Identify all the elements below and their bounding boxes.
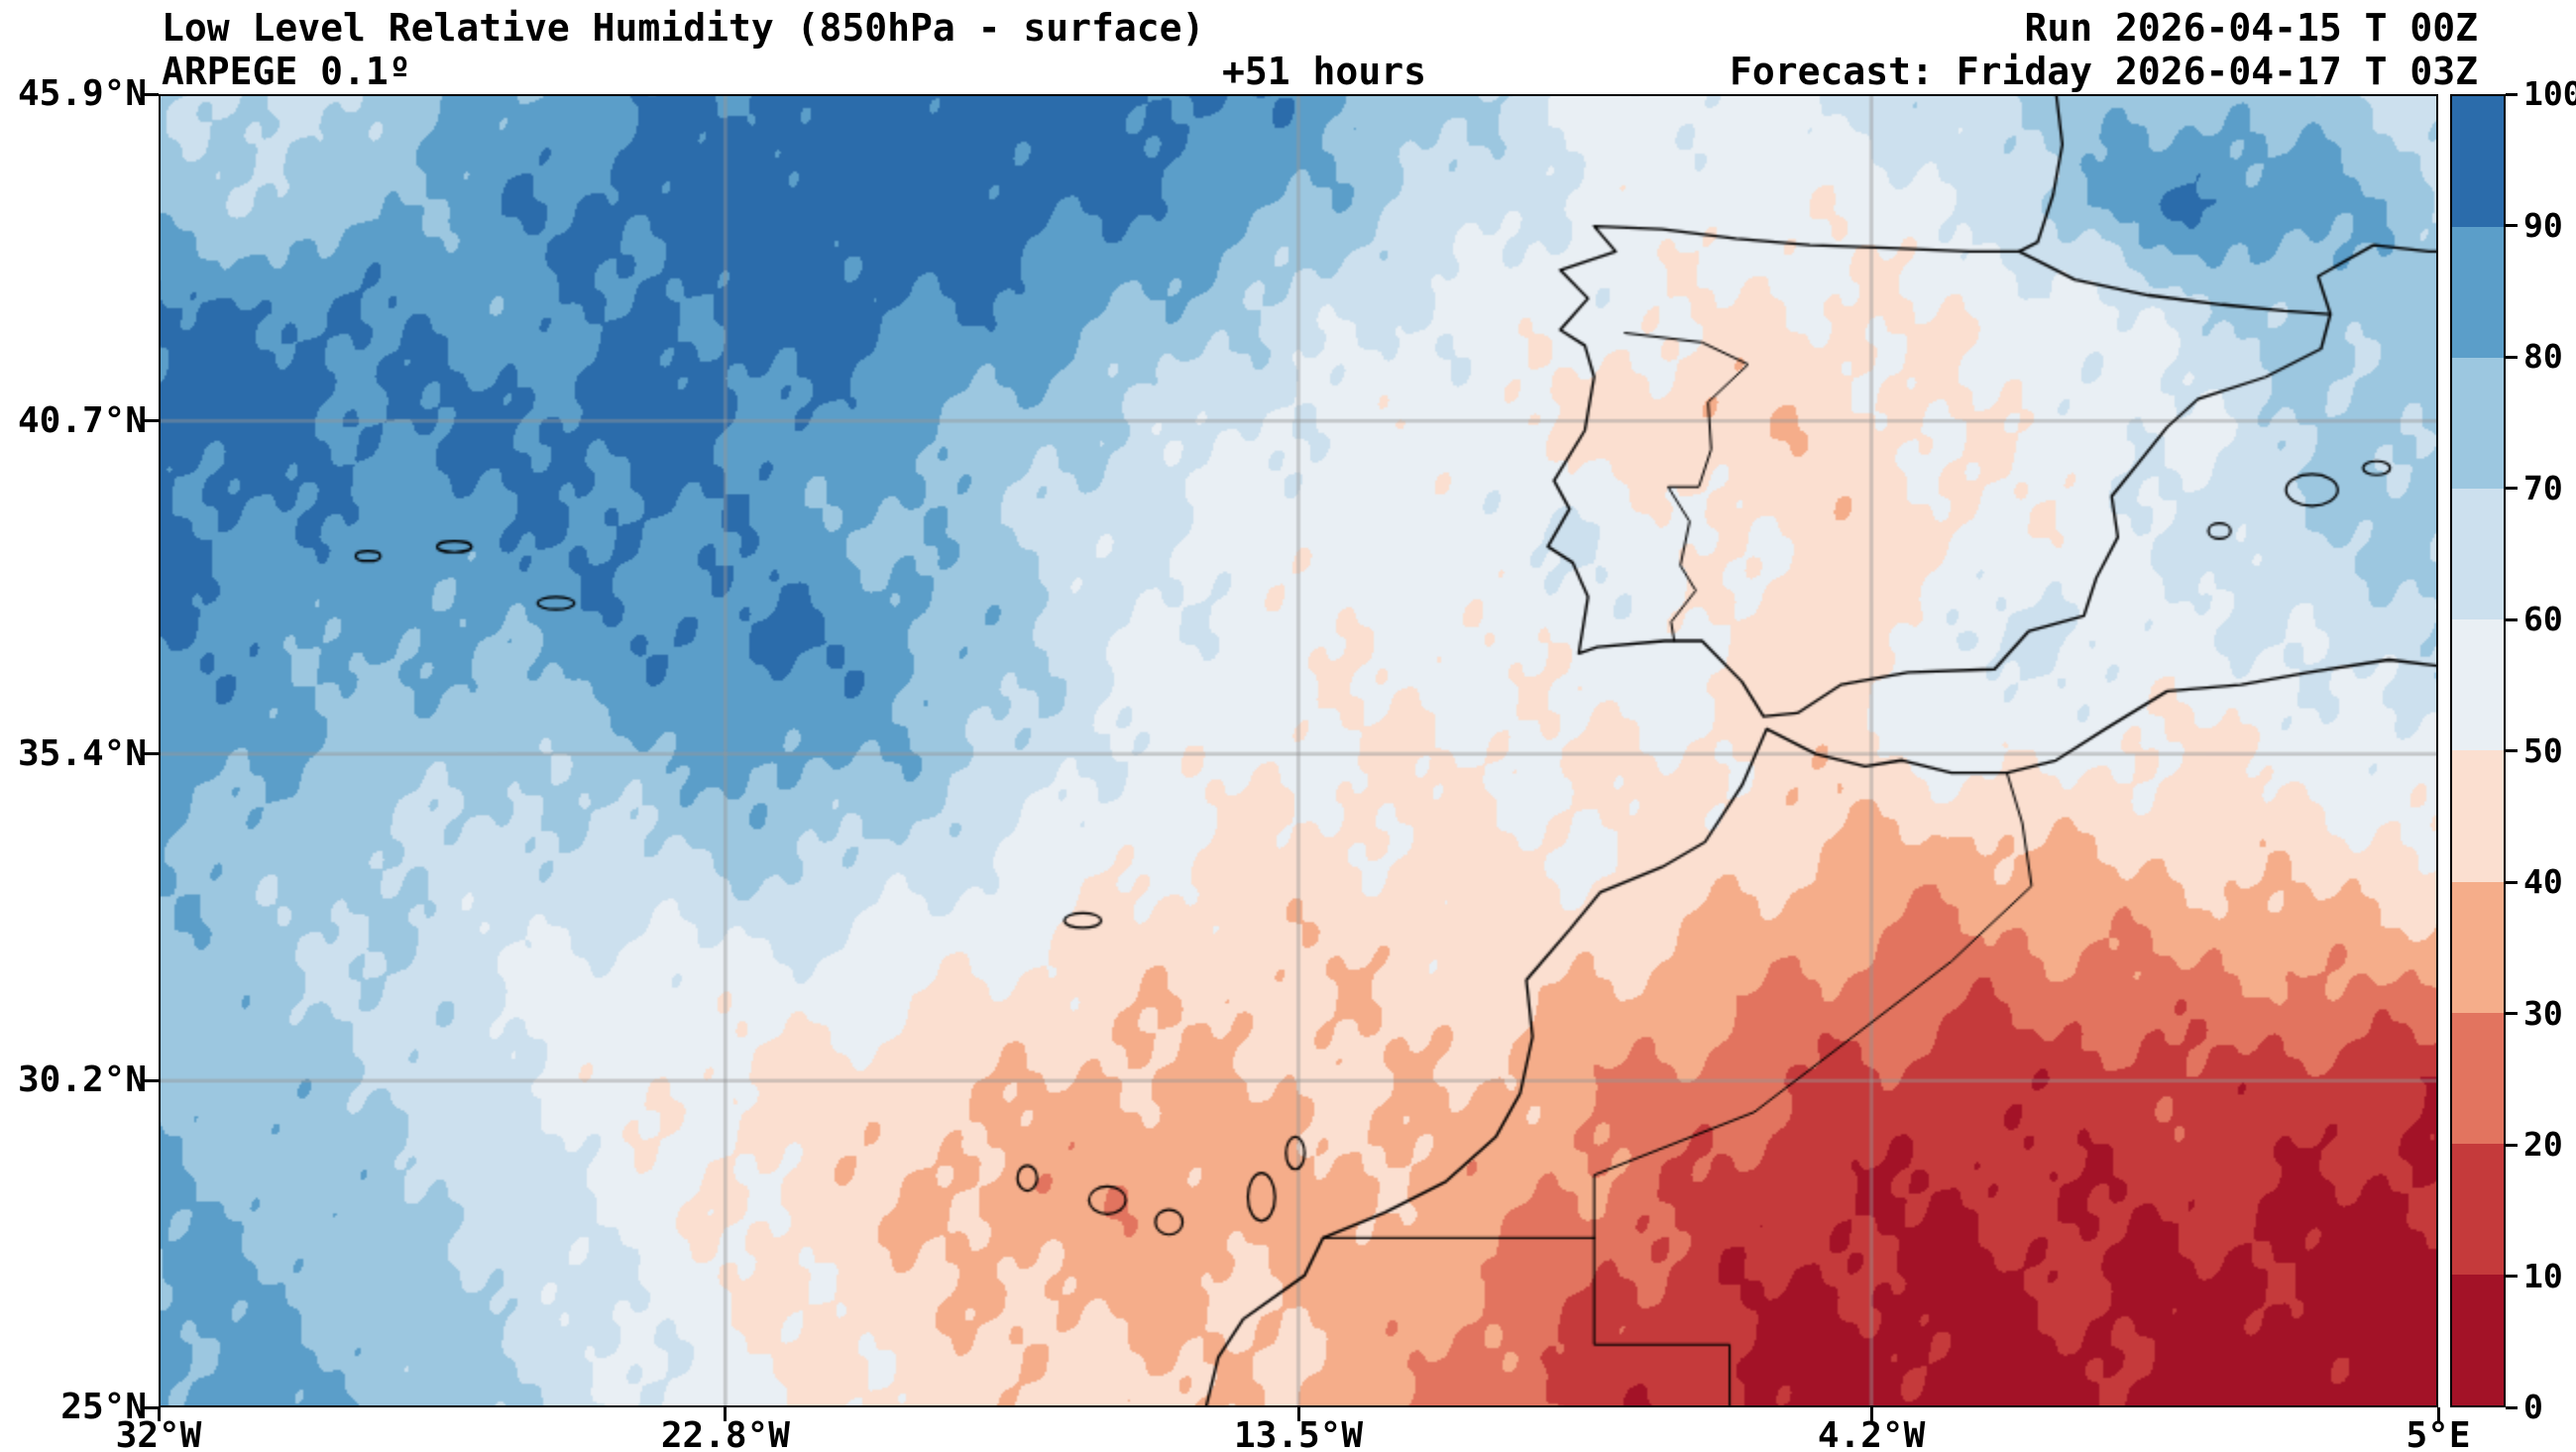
colorbar-tick-label: 10 <box>2523 1256 2563 1295</box>
lon-tickmark <box>2436 1407 2440 1421</box>
colorbar-tickmark <box>2506 617 2518 621</box>
colorbar-tick-label: 30 <box>2523 993 2563 1033</box>
model-label: ARPEGE 0.1º <box>162 50 411 93</box>
lat-tickmark <box>141 1078 159 1082</box>
colorbar-tickmark <box>2506 1275 2518 1278</box>
colorbar-tick-label: 50 <box>2523 730 2563 770</box>
colorbar-tick-label: 20 <box>2523 1125 2563 1164</box>
colorbar-segment <box>2452 750 2504 882</box>
colorbar-tick-label: 60 <box>2523 600 2563 638</box>
forecast-label: Forecast: Friday 2026-04-17 T 03Z <box>1730 50 2478 93</box>
lat-tickmark <box>141 1405 159 1409</box>
colorbar-segment <box>2452 227 2504 359</box>
lat-tick-label: 40.7°N <box>17 399 147 441</box>
colorbar-segment <box>2452 1274 2504 1405</box>
colorbar <box>2450 94 2506 1407</box>
lon-tick-label: 5°E <box>2406 1415 2471 1452</box>
lat-tick-label: 35.4°N <box>17 732 147 774</box>
colorbar-tickmark <box>2506 487 2518 490</box>
run-label: Run 2026-04-15 T 00Z <box>2024 6 2478 50</box>
colorbar-tickmark <box>2506 1143 2518 1147</box>
colorbar-tickmark <box>2506 1012 2518 1015</box>
colorbar-segment <box>2452 619 2504 751</box>
colorbar-tick-label: 0 <box>2523 1388 2543 1426</box>
lon-tickmark <box>724 1407 728 1421</box>
lon-tick-label: 13.5°W <box>1233 1415 1364 1452</box>
lon-tickmark <box>1296 1407 1300 1421</box>
colorbar-tick-label: 40 <box>2523 862 2563 901</box>
lon-tick-label: 4.2°W <box>1817 1415 1926 1452</box>
colorbar-segment <box>2452 1143 2504 1275</box>
lat-tickmark <box>141 752 159 756</box>
lon-tickmark <box>157 1407 161 1421</box>
colorbar-tickmark <box>2506 749 2518 752</box>
colorbar-tick-label: 90 <box>2523 205 2563 245</box>
lead-time-label: +51 hours <box>1222 50 1426 93</box>
lat-tickmark <box>141 419 159 423</box>
lat-tick-label: 30.2°N <box>17 1060 147 1101</box>
colorbar-tickmark <box>2506 355 2518 359</box>
page-title: Low Level Relative Humidity (850hPa - su… <box>162 6 1205 50</box>
colorbar-segment <box>2452 489 2504 620</box>
colorbar-tickmark <box>2506 880 2518 884</box>
lon-tick-label: 22.8°W <box>660 1415 790 1452</box>
colorbar-tickmark <box>2506 224 2518 227</box>
lat-tick-label: 45.9°N <box>17 73 147 114</box>
colorbar-tickmark <box>2506 92 2518 96</box>
colorbar-tick-label: 80 <box>2523 337 2563 376</box>
lon-tickmark <box>1869 1407 1873 1421</box>
colorbar-tick-label: 100 <box>2523 74 2576 113</box>
colorbar-tickmark <box>2506 1405 2518 1409</box>
lat-tickmark <box>141 92 159 96</box>
humidity-map-canvas <box>159 94 2438 1407</box>
colorbar-tick-label: 70 <box>2523 468 2563 507</box>
colorbar-segment <box>2452 881 2504 1013</box>
colorbar-segment <box>2452 96 2504 228</box>
lon-tick-label: 32°W <box>115 1415 202 1452</box>
colorbar-segment <box>2452 358 2504 490</box>
colorbar-segment <box>2452 1012 2504 1144</box>
lat-tick-label: 25°N <box>60 1387 147 1427</box>
